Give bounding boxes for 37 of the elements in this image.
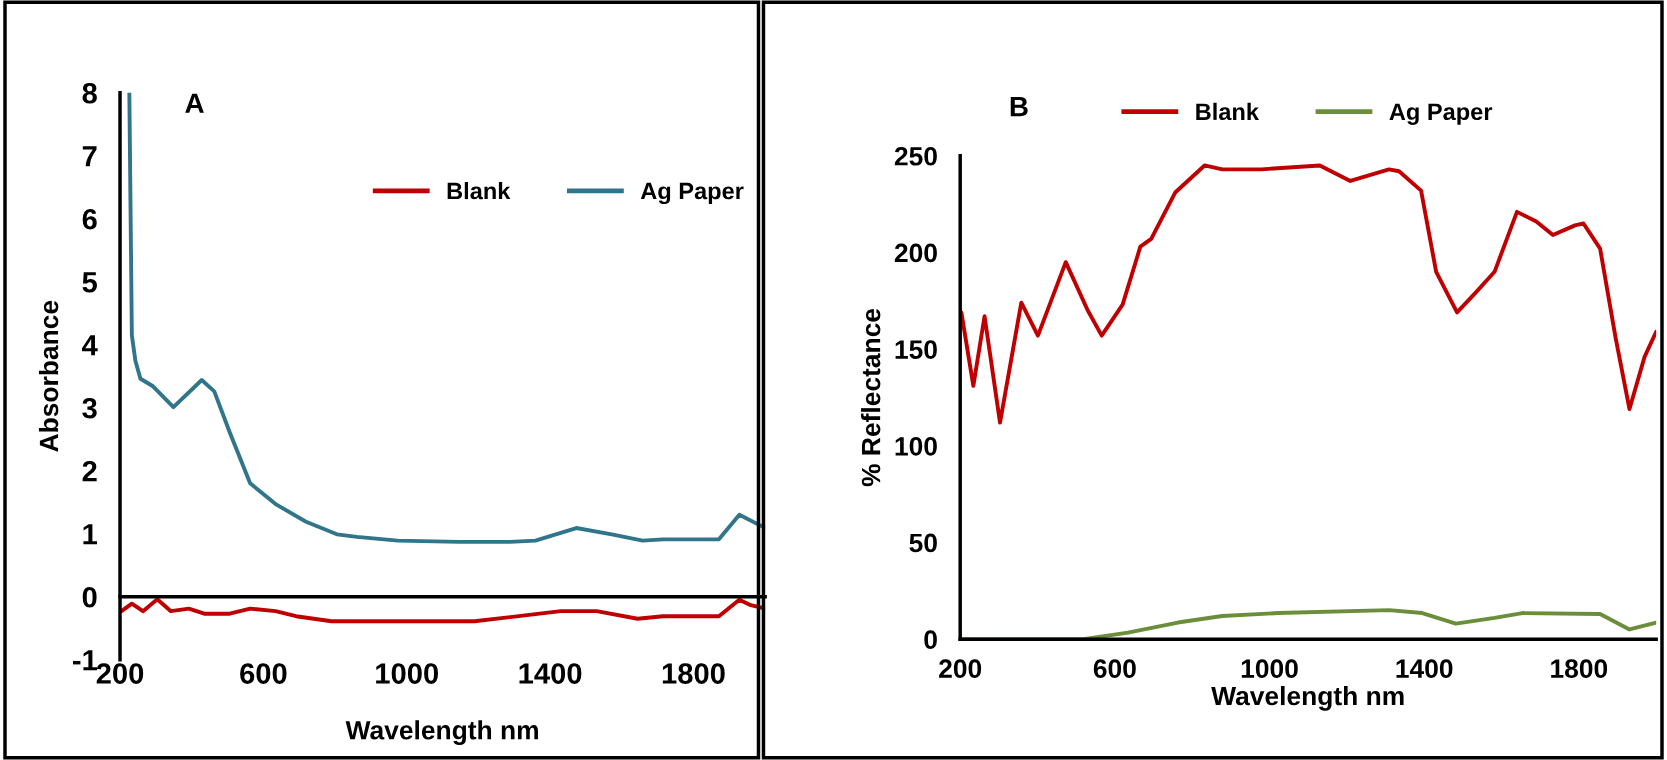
legend-label: Ag Paper [1389, 103, 1493, 125]
x-axis-title: Wavelength nm [1211, 685, 1404, 711]
x-tick-label: 1400 [519, 663, 582, 684]
chart-title: A [185, 93, 204, 113]
y-tick-label: 6 [82, 208, 97, 230]
chart-title: B [1010, 97, 1028, 117]
legend-label: Blank [447, 182, 511, 200]
y-axis-title: % Reflectance [861, 308, 881, 487]
x-tick-label: 200 [96, 663, 144, 684]
x-tick-label: 600 [1093, 659, 1136, 678]
y-tick-label: 150 [895, 340, 937, 359]
y-axis-title: Absorbance [38, 300, 59, 452]
y-tick-label: 4 [82, 335, 98, 356]
y-tick-label: 2 [82, 460, 97, 482]
y-tick-label: 50 [909, 533, 937, 553]
y-tick-label: -1 [73, 650, 97, 671]
x-tick-label: 1800 [662, 663, 725, 684]
y-tick-label: 7 [82, 146, 97, 167]
legend-label: Ag Paper [640, 182, 744, 205]
y-tick-label: 200 [894, 243, 937, 263]
x-tick-label: 200 [939, 659, 982, 678]
y-tick-label: 1 [83, 524, 97, 545]
y-tick-label: 250 [894, 146, 937, 166]
x-tick-label: 1000 [376, 663, 438, 684]
y-tick-label: 0 [82, 586, 97, 608]
x-tick-label: 600 [240, 663, 287, 684]
y-tick-label: 100 [895, 436, 937, 456]
y-tick-label: 8 [82, 82, 97, 104]
legend-label: Blank [1196, 102, 1260, 121]
x-tick-label: 1400 [1396, 659, 1453, 678]
y-tick-label: 3 [82, 397, 97, 419]
y-tick-label: 0 [924, 630, 937, 649]
y-tick-label: 5 [82, 272, 97, 293]
x-tick-label: 1800 [1551, 659, 1608, 678]
x-axis-title: Wavelength nm [345, 720, 538, 745]
x-tick-label: 1000 [1241, 659, 1298, 678]
line-series [960, 163, 1657, 425]
